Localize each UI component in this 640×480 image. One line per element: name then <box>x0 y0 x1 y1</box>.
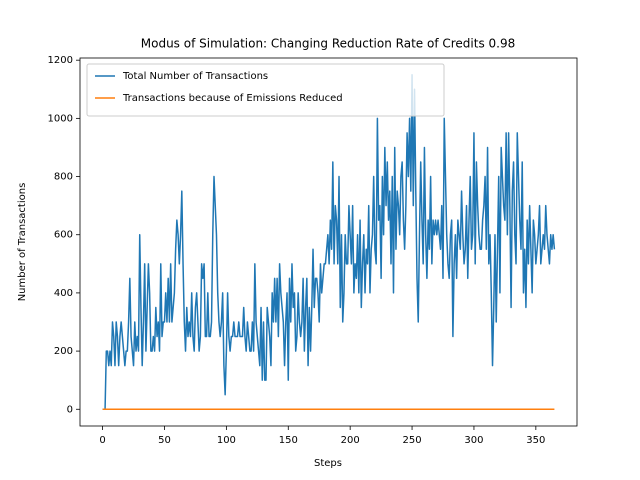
series-line <box>102 73 556 411</box>
plot-frame <box>79 57 578 427</box>
y-tick-label: 600 <box>54 230 73 241</box>
y-tick-label: 1200 <box>48 55 73 66</box>
y-axis-label: Number of Transactions <box>17 183 28 302</box>
x-axis-label: Steps <box>314 458 342 469</box>
y-tick-label: 1000 <box>48 113 73 124</box>
x-tick-label: 50 <box>158 435 171 446</box>
x-tick-label: 250 <box>403 435 422 446</box>
legend-label: Total Number of Transactions <box>122 71 268 82</box>
y-tick-label: 0 <box>67 404 73 415</box>
x-tick-label: 100 <box>217 435 236 446</box>
x-tick-label: 150 <box>279 435 298 446</box>
y-tick-label: 800 <box>54 172 73 183</box>
y-tick-label: 400 <box>54 288 73 299</box>
x-tick-label: 0 <box>99 435 105 446</box>
y-tick-label: 200 <box>54 346 73 357</box>
x-tick-label: 200 <box>341 435 360 446</box>
chart-title: Modus of Simulation: Changing Reduction … <box>141 37 515 51</box>
legend-box <box>86 63 445 117</box>
x-tick-label: 300 <box>464 435 483 446</box>
legend-label: Transactions because of Emissions Reduce… <box>122 93 343 104</box>
x-tick-label: 350 <box>526 435 545 446</box>
